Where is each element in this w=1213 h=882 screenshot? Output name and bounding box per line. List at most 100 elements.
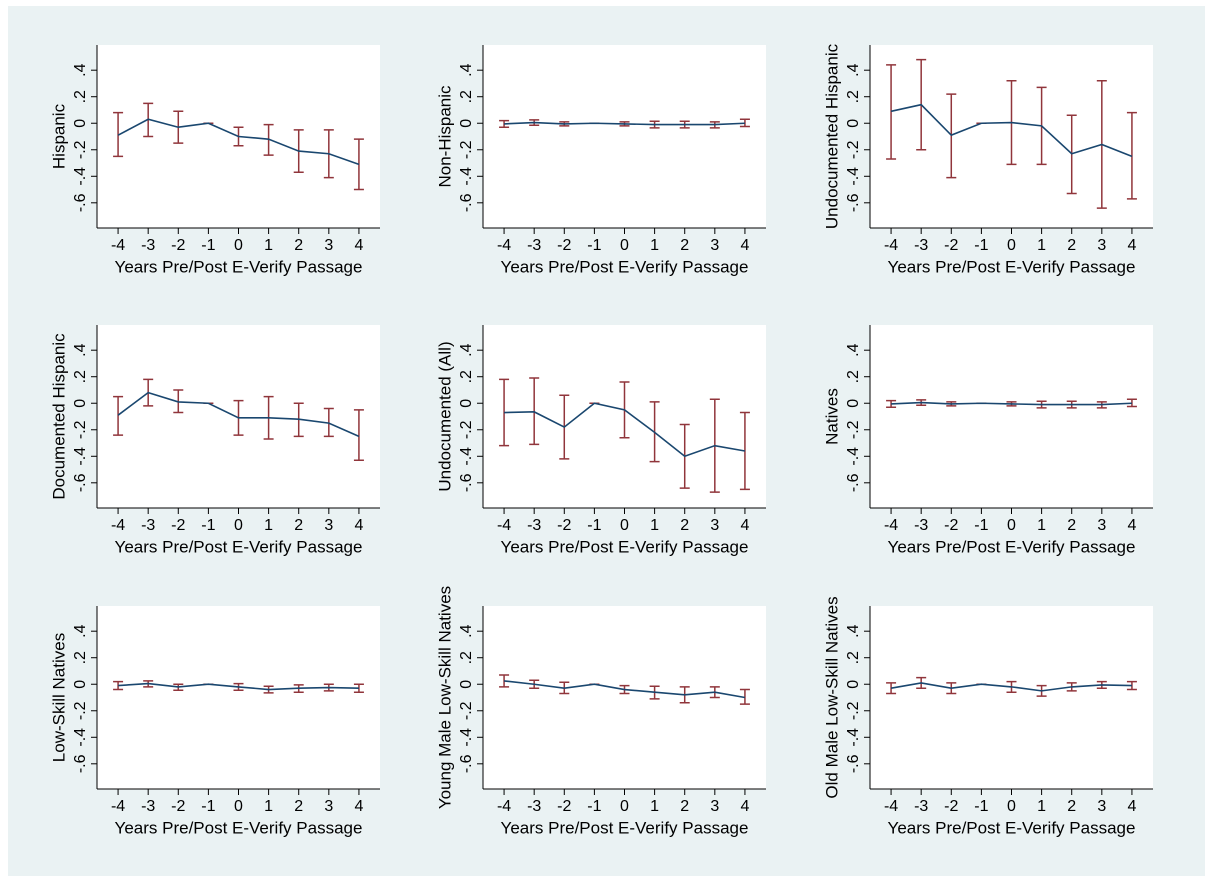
line-series [891, 401, 1132, 406]
x-tick-label: 2 [294, 798, 303, 815]
y-tick-label: .2 [72, 651, 89, 664]
plot-area [97, 606, 380, 789]
x-tick-label: 3 [324, 798, 333, 815]
y-tick-label: -.6 [72, 754, 89, 773]
y-tick-label: -.2 [458, 701, 475, 720]
y-tick-label: -.4 [458, 167, 475, 186]
error-bar [353, 683, 364, 693]
x-tick-label: -4 [497, 237, 511, 254]
x-tick-label: -3 [914, 237, 928, 254]
x-tick-label: -3 [527, 237, 541, 254]
x-axis-title: Years Pre/Post E-Verify Passage [888, 537, 1136, 556]
y-axis-title: Old Male Low-Skill Natives [822, 596, 841, 798]
plot-area [870, 606, 1153, 789]
x-tick-label: -1 [587, 517, 601, 534]
y-axis-title: Non-Hispanic [435, 85, 454, 188]
y-axis-title: Documented Hispanic [49, 333, 68, 500]
x-tick-label: 2 [680, 517, 689, 534]
y-tick-label: -.6 [845, 473, 862, 492]
x-tick-label: -4 [884, 517, 898, 534]
x-tick-label: 2 [294, 517, 303, 534]
y-tick-label: .2 [458, 651, 475, 664]
y-tick-label: .2 [458, 370, 475, 383]
error-bar [499, 119, 510, 128]
plot-area [483, 45, 766, 228]
x-tick-label: 3 [1097, 517, 1106, 534]
y-axis-title: Low-Skill Natives [49, 633, 68, 762]
line-series [890, 682, 1132, 692]
x-axis-title: Years Pre/Post E-Verify Passage [501, 537, 749, 556]
x-tick-label: 0 [1007, 517, 1016, 534]
y-tick-label: -.2 [72, 701, 89, 720]
x-tick-label: -2 [944, 237, 958, 254]
x-tick-label: -4 [111, 517, 125, 534]
y-tick-label: .2 [845, 651, 862, 664]
y-tick-label: -.2 [458, 420, 475, 439]
y-tick-label: .2 [845, 370, 862, 383]
y-tick-label: .4 [845, 624, 862, 637]
x-tick-label: -2 [944, 517, 958, 534]
error-bar [499, 378, 510, 447]
error-bar [1126, 398, 1137, 408]
y-tick-label: -.6 [458, 193, 475, 212]
y-tick-label: .2 [72, 90, 89, 103]
y-tick-label: .4 [72, 343, 89, 356]
x-tick-label: -3 [141, 517, 155, 534]
y-tick-label: .4 [458, 624, 475, 637]
x-tick-label: 3 [324, 517, 333, 534]
x-tick-label: 3 [710, 798, 719, 815]
plot-area [483, 606, 766, 789]
y-tick-label: -.2 [845, 420, 862, 439]
y-tick-label: -.4 [72, 167, 89, 186]
y-tick-label: -.4 [458, 728, 475, 747]
x-tick-label: -3 [914, 798, 928, 815]
x-tick-label: 0 [234, 517, 243, 534]
x-tick-label: -4 [497, 517, 511, 534]
line-series [117, 118, 360, 166]
x-tick-label: 0 [234, 798, 243, 815]
error-bar [353, 138, 364, 191]
error-bar [886, 64, 897, 160]
y-tick-label: 0 [458, 119, 475, 128]
line-series [504, 121, 745, 126]
x-tick-label: 3 [324, 237, 333, 254]
y-tick-label: -.2 [458, 140, 475, 159]
x-axis-title: Years Pre/Post E-Verify Passage [115, 537, 363, 556]
x-tick-label: 1 [1037, 798, 1046, 815]
x-tick-label: -1 [201, 237, 215, 254]
error-bar [353, 409, 364, 462]
x-tick-label: -3 [527, 798, 541, 815]
error-bar [739, 411, 750, 491]
x-tick-label: 4 [1127, 798, 1136, 815]
y-tick-label: -.4 [845, 167, 862, 186]
x-tick-label: -2 [557, 517, 571, 534]
y-tick-label: 0 [845, 399, 862, 408]
x-tick-label: -1 [201, 517, 215, 534]
plot-area [870, 325, 1153, 508]
x-tick-label: -4 [884, 237, 898, 254]
x-tick-label: 1 [650, 237, 659, 254]
x-tick-label: -3 [914, 517, 928, 534]
x-tick-label: -3 [141, 237, 155, 254]
y-axis-title: Natives [822, 388, 841, 445]
x-tick-label: -2 [557, 798, 571, 815]
x-tick-label: 4 [354, 237, 363, 254]
y-tick-label: .4 [72, 63, 89, 76]
x-tick-label: -1 [974, 237, 988, 254]
y-tick-label: .4 [458, 63, 475, 76]
y-tick-label: 0 [72, 119, 89, 128]
y-axis-title: Hispanic [49, 103, 68, 169]
x-tick-label: 1 [264, 798, 273, 815]
x-tick-label: 3 [1097, 798, 1106, 815]
y-tick-label: -.6 [458, 473, 475, 492]
y-tick-label: -.2 [72, 420, 89, 439]
line-series [118, 682, 359, 691]
y-tick-label: -.2 [845, 701, 862, 720]
x-tick-label: -4 [111, 237, 125, 254]
y-tick-label: -.6 [845, 193, 862, 212]
line-series [117, 391, 360, 438]
y-tick-label: 0 [458, 399, 475, 408]
y-axis-title: Undocumented Hispanic [822, 43, 841, 229]
